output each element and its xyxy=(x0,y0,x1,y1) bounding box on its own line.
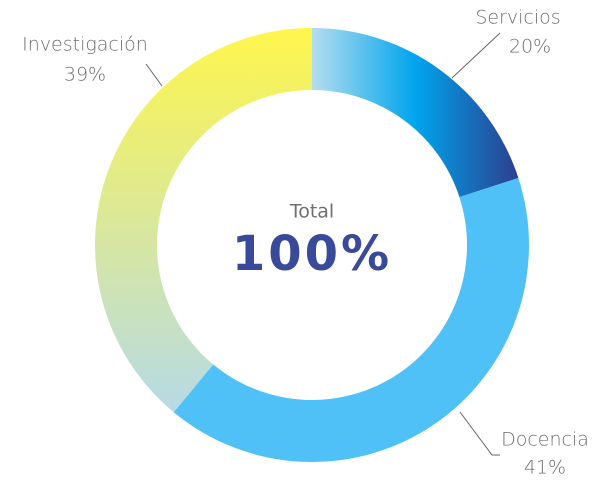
slice-value: 20% xyxy=(509,36,551,58)
leader-line xyxy=(459,411,500,456)
donut-slice xyxy=(94,28,312,413)
center-label: Total xyxy=(289,201,334,223)
donut-slice xyxy=(312,28,519,198)
donut-slice xyxy=(173,177,529,463)
slice-label: Servicios xyxy=(475,7,560,29)
center-value: 100% xyxy=(232,226,392,282)
slice-label: Investigación xyxy=(22,34,148,56)
leader-line xyxy=(145,63,163,87)
slice-value: 41% xyxy=(524,457,566,479)
leader-line xyxy=(451,32,501,79)
slice-value: 39% xyxy=(64,64,106,86)
slice-label: Docencia xyxy=(501,429,589,451)
